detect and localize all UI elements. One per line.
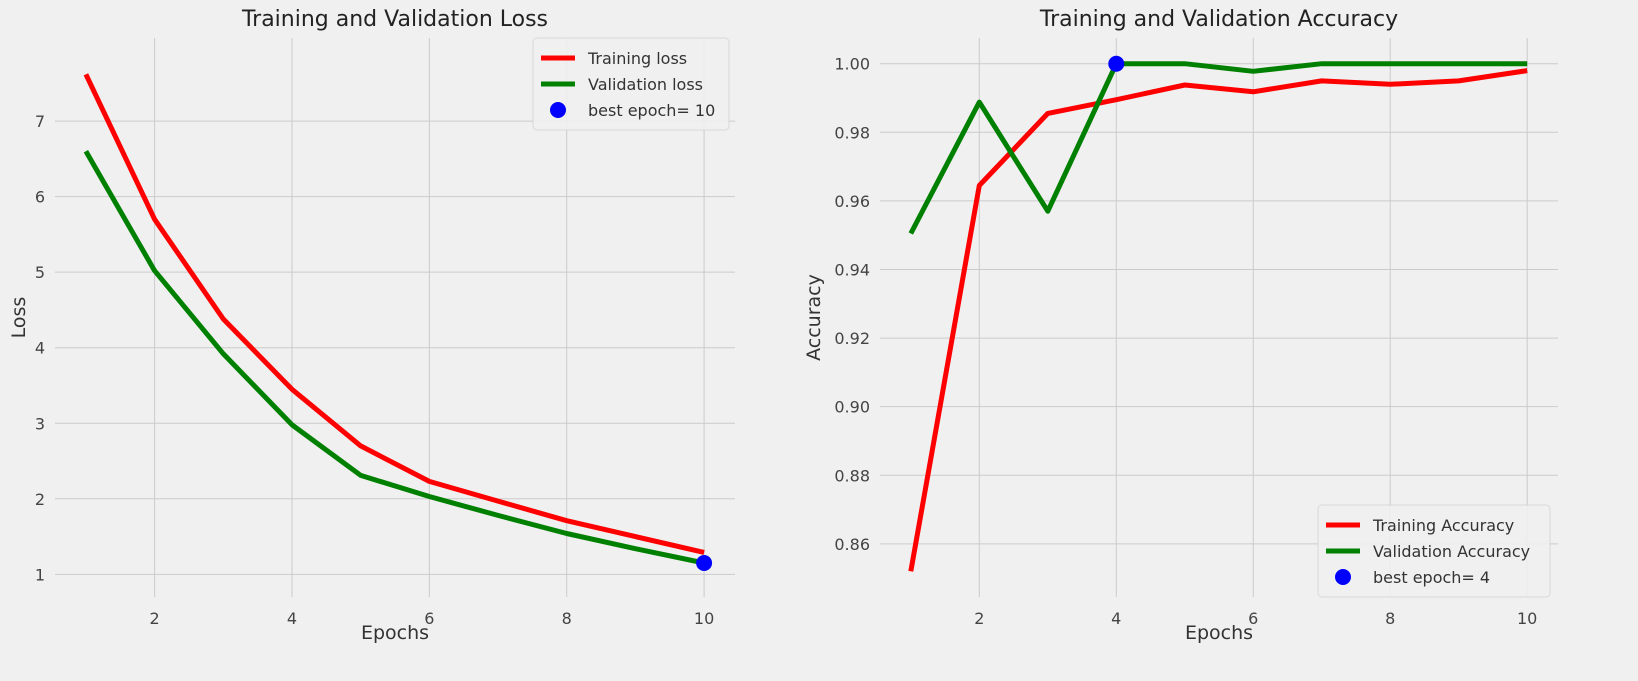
accuracy-chart-x-tick-label: 6 xyxy=(1248,609,1258,628)
loss-chart-x-tick-label: 2 xyxy=(150,609,160,628)
accuracy-chart-x-tick-label: 2 xyxy=(974,609,984,628)
loss-chart-y-tick-label: 1 xyxy=(35,565,45,584)
accuracy-chart-legend-marker xyxy=(1335,569,1351,585)
loss-chart-y-axis-label: Loss xyxy=(8,297,30,339)
loss-chart-x-tick-label: 4 xyxy=(287,609,297,628)
loss-chart-legend-box xyxy=(532,37,730,131)
loss-chart-grid xyxy=(55,38,735,597)
accuracy-chart-y-tick-label: 0.92 xyxy=(834,329,870,348)
loss-chart-series-training-loss xyxy=(83,73,705,555)
accuracy-chart: Training and Validation Accuracy Epochs … xyxy=(803,7,1558,644)
accuracy-chart-x-axis-label: Epochs xyxy=(1185,622,1253,644)
loss-chart: Training and Validation Loss Epochs Loss… xyxy=(8,7,735,644)
accuracy-chart-y-tick-label: 0.94 xyxy=(834,260,870,279)
accuracy-chart-legend: Training Accuracy Validation Accuracy best… xyxy=(1317,504,1551,598)
accuracy-chart-y-tick-label: 0.98 xyxy=(834,123,870,142)
loss-chart-legend-label: Training loss xyxy=(587,49,687,68)
accuracy-chart-y-tick-label: 0.88 xyxy=(834,466,870,485)
accuracy-chart-series-validation-accuracy xyxy=(908,61,1528,235)
loss-chart-legend-label: best epoch= 10 xyxy=(588,101,715,120)
loss-chart-series xyxy=(83,73,713,572)
loss-chart-x-tick-label: 6 xyxy=(424,609,434,628)
loss-chart-title: Training and Validation Loss xyxy=(241,7,548,32)
accuracy-chart-y-tick-label: 0.96 xyxy=(834,192,870,211)
accuracy-chart-y-tick-label: 0.86 xyxy=(834,535,870,554)
accuracy-chart-legend-label: Validation Accuracy xyxy=(1373,542,1530,561)
accuracy-chart-legend-label: best epoch= 4 xyxy=(1373,568,1490,587)
loss-chart-x-axis-label: Epochs xyxy=(361,622,429,644)
loss-chart-y-tick-label: 4 xyxy=(35,339,45,358)
loss-chart-y-tick-label: 5 xyxy=(35,263,45,282)
loss-chart-best-epoch-marker xyxy=(696,555,713,572)
accuracy-chart-best-epoch-marker xyxy=(1108,55,1125,72)
loss-chart-y-tick-label: 3 xyxy=(35,414,45,433)
loss-chart-y-tick-label: 2 xyxy=(35,490,45,509)
loss-chart-legend: Training loss Validation loss best epoch= … xyxy=(532,37,730,131)
accuracy-chart-y-tick-label: 0.90 xyxy=(834,398,870,417)
accuracy-chart-y-tick-label: 1.00 xyxy=(834,55,870,74)
accuracy-chart-series xyxy=(908,55,1528,572)
accuracy-chart-x-tick-label: 10 xyxy=(1517,609,1537,628)
loss-chart-legend-marker xyxy=(550,102,566,118)
accuracy-chart-series-training-accuracy xyxy=(908,68,1528,572)
accuracy-chart-legend-box xyxy=(1317,504,1551,598)
accuracy-chart-x-tick-label: 4 xyxy=(1111,609,1121,628)
accuracy-chart-title: Training and Validation Accuracy xyxy=(1039,7,1398,32)
accuracy-chart-legend-label: Training Accuracy xyxy=(1372,516,1514,535)
accuracy-chart-tick-labels: 2 4 6 8 10 0.86 0.88 0.90 0.92 0.94 0.96 0.98 1.00 xyxy=(834,55,1537,628)
loss-chart-x-tick-label: 8 xyxy=(562,609,572,628)
loss-chart-series-validation-loss xyxy=(83,150,705,566)
accuracy-chart-y-axis-label: Accuracy xyxy=(803,274,825,361)
loss-chart-x-tick-label: 10 xyxy=(694,609,714,628)
accuracy-chart-x-tick-label: 8 xyxy=(1385,609,1395,628)
loss-chart-y-tick-label: 7 xyxy=(35,112,45,131)
loss-chart-legend-label: Validation loss xyxy=(588,75,703,94)
loss-chart-y-tick-label: 6 xyxy=(35,188,45,207)
